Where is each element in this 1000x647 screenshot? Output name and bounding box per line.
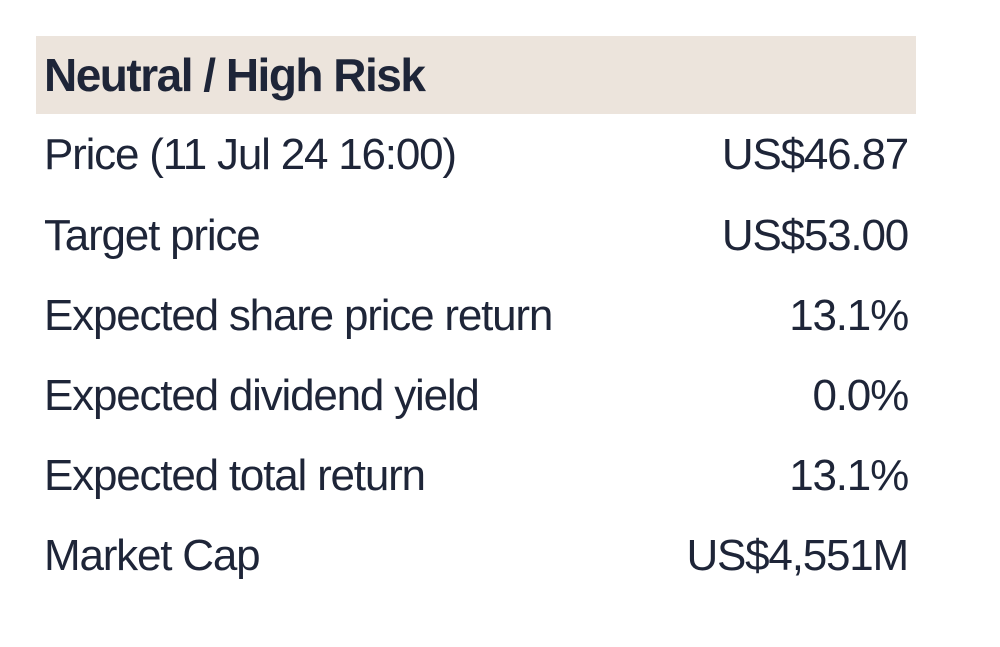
stock-summary-table: Neutral / High Risk Price (11 Jul 24 16:… (36, 36, 916, 596)
metric-row-dividend-yield: Expected dividend yield 0.0% (36, 356, 916, 436)
metric-label: Market Cap (44, 531, 261, 580)
metric-label: Expected share price return (44, 291, 553, 340)
metric-value: 13.1% (789, 451, 909, 500)
rating-title: Neutral / High Risk (44, 49, 426, 101)
rating-header: Neutral / High Risk (36, 36, 916, 114)
metric-row-price: Price (11 Jul 24 16:00) US$46.87 (36, 114, 916, 196)
metric-row-target-price: Target price US$53.00 (36, 196, 916, 276)
metric-row-total-return: Expected total return 13.1% (36, 436, 916, 516)
metric-label: Price (11 Jul 24 16:00) (44, 130, 457, 179)
metrics-list: Price (11 Jul 24 16:00) US$46.87 Target … (36, 114, 916, 596)
metric-row-share-price-return: Expected share price return 13.1% (36, 276, 916, 356)
metric-value: US$53.00 (721, 211, 909, 260)
metric-value: 13.1% (789, 291, 909, 340)
metric-label: Expected total return (44, 451, 426, 500)
metric-value: 0.0% (812, 371, 910, 420)
metric-row-market-cap: Market Cap US$4,551M (36, 516, 916, 596)
metric-value: US$4,551M (686, 531, 909, 580)
metric-label: Target price (44, 211, 261, 260)
metric-value: US$46.87 (721, 130, 909, 179)
metric-label: Expected dividend yield (44, 371, 480, 420)
